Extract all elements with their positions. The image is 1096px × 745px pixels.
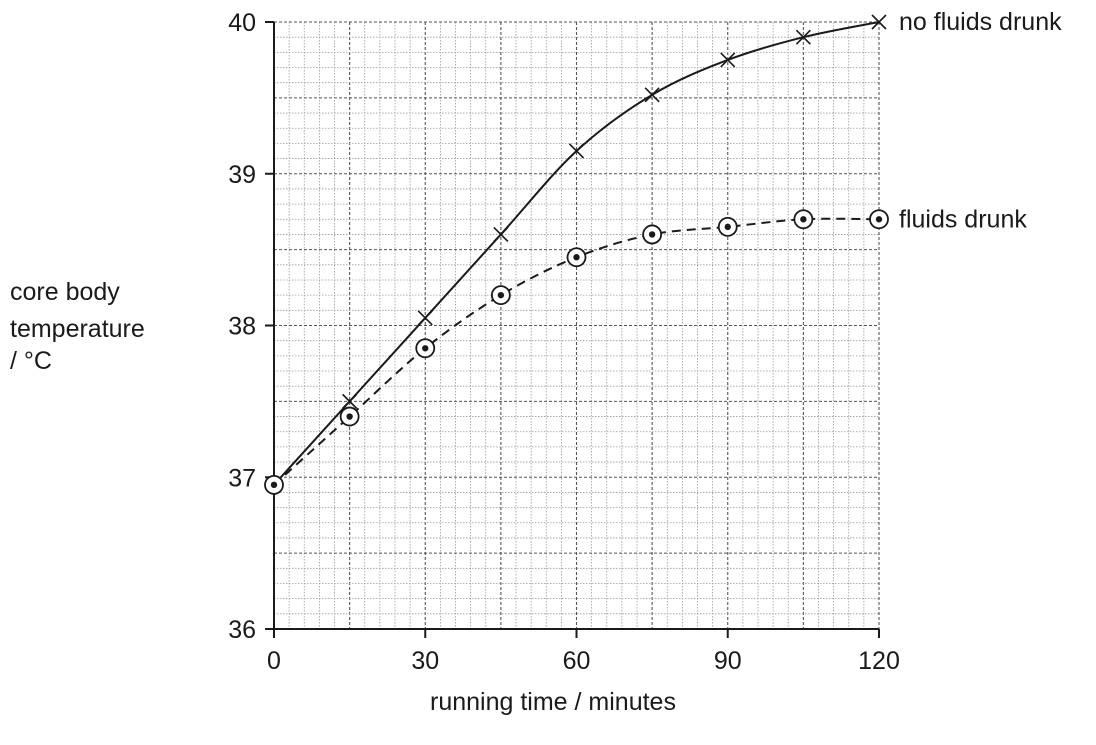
data-point-dot [875, 216, 883, 223]
series-line-1 [273, 217, 880, 486]
y-tick-label: 40 [228, 9, 256, 37]
data-point-cross [342, 393, 358, 409]
x-tick-label: 90 [714, 647, 742, 675]
series-labels: no fluids drunk fluids drunk [899, 8, 1062, 233]
data-point-dot [648, 231, 656, 238]
grid [273, 21, 880, 630]
data-point-dot [800, 216, 807, 223]
y-axis-label-line-3: / °C [10, 347, 52, 375]
data-point-cross [493, 226, 509, 243]
series-label-1: fluids drunk [899, 205, 1027, 233]
data-point-dot [422, 345, 429, 352]
data-point-dot [270, 481, 278, 489]
series-label-0: no fluids drunk [899, 8, 1062, 36]
data-point-cross [417, 310, 433, 326]
x-tick-label: 120 [858, 647, 900, 675]
x-tick-label: 30 [411, 647, 439, 675]
data-point-dot [724, 223, 731, 231]
series-layer [264, 14, 889, 495]
data-point-dot [573, 254, 580, 261]
y-tick-label: 38 [228, 313, 256, 341]
x-axis-label: running time / minutes [430, 688, 676, 716]
y-axis-label-line-2: temperature [10, 315, 145, 343]
data-point-cross [644, 87, 660, 103]
x-tick-label: 60 [563, 647, 591, 675]
x-tick-label: 0 [267, 647, 281, 675]
data-point-dot [346, 413, 353, 420]
y-tick-label: 36 [228, 616, 256, 644]
data-point-cross [720, 52, 736, 68]
y-tick-label: 39 [228, 161, 256, 189]
tick-labels: 0 30 60 90 120 36 37 38 39 40 [228, 9, 900, 675]
data-point-cross [795, 29, 811, 45]
axes [266, 22, 879, 637]
y-axis-label-line-1: core body [10, 278, 120, 306]
data-point-cross [568, 143, 585, 159]
data-point-dot [497, 291, 505, 299]
y-tick-label: 37 [228, 464, 256, 492]
data-point-cross [871, 14, 887, 30]
series-line-0 [273, 21, 880, 486]
